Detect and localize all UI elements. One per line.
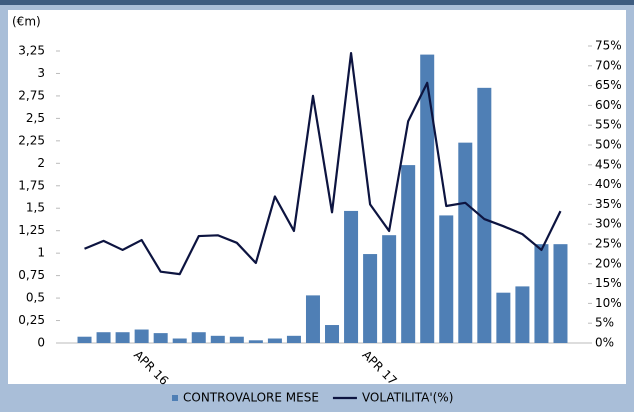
bar [96, 332, 111, 343]
legend-swatch [172, 395, 178, 401]
bar [134, 329, 149, 343]
y2-tick-label: 15% [595, 276, 622, 290]
bar [325, 325, 340, 343]
y2-tick-label: 10% [595, 296, 622, 310]
y2-tick-label: 55% [595, 118, 622, 132]
bar [458, 142, 473, 343]
y-tick-label: 1,75 [18, 178, 45, 192]
bar [534, 244, 549, 343]
bar [172, 338, 187, 343]
y-tick-label: 3,25 [18, 44, 45, 58]
bar [401, 165, 416, 343]
bar [248, 340, 263, 343]
line [84, 52, 562, 276]
bar [344, 210, 359, 343]
bar [115, 332, 130, 343]
y-tick-label: 1,5 [26, 201, 45, 215]
y-tick-label: 2,5 [26, 111, 45, 125]
bar [382, 235, 397, 343]
y2-tick-label: 20% [595, 256, 622, 270]
y2-tick-label: 60% [595, 98, 622, 112]
y-tick-label: 0,25 [18, 313, 45, 327]
y2-tick-label: 75% [595, 39, 622, 53]
bar [439, 215, 454, 343]
y2-tick-label: 25% [595, 237, 622, 251]
y-tick-label: 2,25 [18, 133, 45, 147]
bar [363, 254, 378, 343]
y2-tick-label: 70% [595, 58, 622, 72]
bar [77, 336, 92, 343]
y-tick-label: 0 [37, 336, 45, 350]
y-tick-label: 3 [37, 66, 45, 80]
bar [191, 332, 206, 343]
y-tick-label: 2,75 [18, 88, 45, 102]
top-bar [0, 0, 634, 5]
y2-tick-label: 5% [595, 316, 614, 330]
bar [553, 244, 568, 343]
y2-tick-label: 50% [595, 138, 622, 152]
bar [229, 336, 244, 343]
bar [477, 87, 492, 344]
bar [420, 54, 435, 344]
y2-tick-label: 30% [595, 217, 622, 231]
y2-tick-label: 65% [595, 78, 622, 92]
bar [286, 335, 301, 343]
y-tick-label: 0,75 [18, 268, 45, 282]
bar [496, 292, 511, 343]
y-axis-label: (€m) [12, 15, 41, 29]
bar [267, 338, 282, 343]
legend-label: VOLATILITA'(%) [362, 391, 453, 405]
y2-tick-label: 35% [595, 197, 622, 211]
bar [515, 286, 530, 343]
bar [305, 295, 320, 343]
y2-tick-label: 40% [595, 177, 622, 191]
bar [153, 333, 168, 343]
bar [210, 335, 225, 343]
y-tick-label: 2 [37, 156, 45, 170]
y2-tick-label: 0% [595, 336, 614, 350]
y-tick-label: 1,25 [18, 223, 45, 237]
legend-label: CONTROVALORE MESE [183, 391, 319, 405]
y2-tick-label: 45% [595, 157, 622, 171]
y-tick-label: 1 [37, 246, 45, 260]
y-tick-label: 0,5 [26, 291, 45, 305]
